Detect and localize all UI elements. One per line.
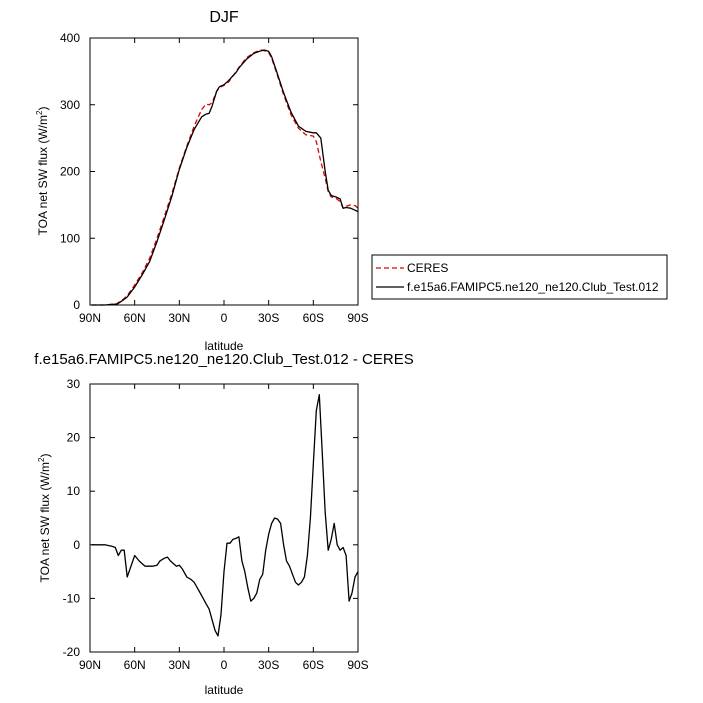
top-chart-frame [89,37,359,306]
x-tick-label: 30S [258,311,279,325]
bottom-chart-title: f.e15a6.FAMIPC5.ne120_ne120.Club_Test.01… [34,351,413,368]
y-tick-label: 0 [73,298,80,312]
bottom-chart: f.e15a6.FAMIPC5.ne120_ne120.Club_Test.01… [34,351,413,697]
y-tick-label: 30 [67,377,81,391]
legend-box [371,254,668,300]
x-tick-label: 60S [303,658,324,672]
x-tick-label: 90N [79,311,101,325]
legend-label-ceres: CERES [407,261,448,275]
bottom-chart-series-layer [91,394,359,637]
chart0-series-line-1 [91,49,359,306]
y-tick-label: 400 [60,31,80,45]
y-tick-label: 300 [60,98,80,112]
x-tick-label: 0 [221,658,228,672]
y-tick-label: 200 [60,165,80,179]
bottom-chart-ylabel: TOA net SW flux (W/m2) [37,454,52,583]
top-chart-legend: CERES f.e15a6.FAMIPC5.ne120_ne120.Club_T… [371,254,668,300]
x-tick-label: 30N [168,658,190,672]
bottom-chart-ticks: 90N 60N 30N 0 30S 60S 90S -20 -10 0 10 20 30 [63,377,369,672]
x-tick-label: 60N [124,658,146,672]
bottom-chart-xlabel: latitude [205,683,244,697]
y-tick-label: 20 [67,431,81,445]
x-tick-label: 30N [168,311,190,325]
top-chart-ticks: 90N 60N 30N 0 30S 60S 90S 0 100 200 300 400 [60,31,369,325]
y-tick-label: -20 [63,645,81,659]
x-tick-label: 60S [303,311,324,325]
x-tick-label: 90N [79,658,101,672]
top-chart: DJF 90N 60N 30N 0 30S 60S 90S 0 100 200 300 400 lat… [35,9,668,353]
x-tick-label: 60N [124,311,146,325]
top-chart-title: DJF [209,9,239,26]
chart1-series-line-0 [91,394,359,637]
top-chart-series-layer [91,49,359,306]
x-tick-label: 90S [347,311,368,325]
chart0-series-line-0 [91,49,359,306]
top-chart-xlabel: latitude [205,339,244,353]
y-tick-label: 100 [60,231,80,245]
y-tick-label: 0 [73,538,80,552]
y-tick-label: -10 [63,591,81,605]
x-tick-label: 0 [221,311,228,325]
top-chart-ylabel: TOA net SW flux (W/m2) [35,107,50,236]
x-tick-label: 90S [347,658,368,672]
bottom-chart-frame [89,383,359,653]
legend-label-model: f.e15a6.FAMIPC5.ne120_ne120.Club_Test.01… [407,280,659,294]
x-tick-label: 30S [258,658,279,672]
y-tick-label: 10 [67,484,81,498]
